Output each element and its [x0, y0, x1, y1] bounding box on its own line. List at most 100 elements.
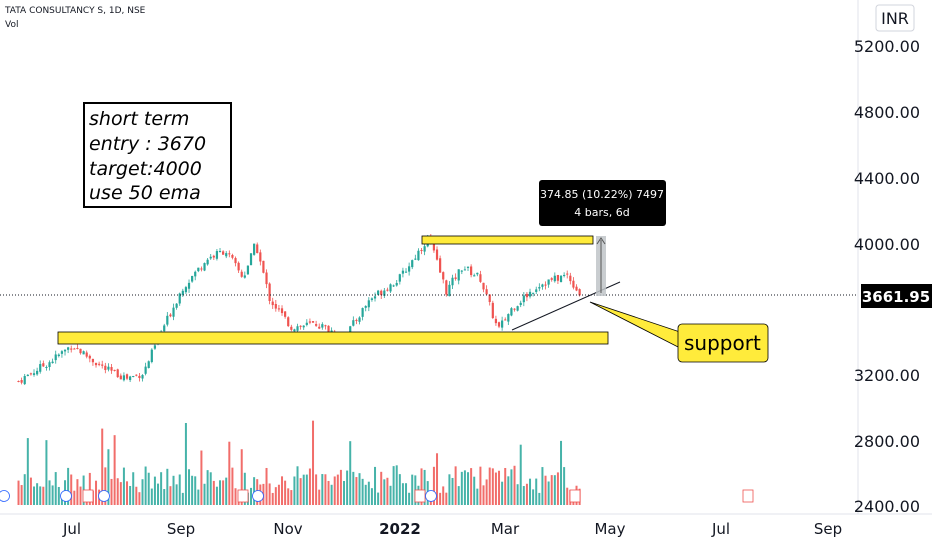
- candle-body: [228, 253, 231, 255]
- resistance-zone-rectangle[interactable]: [421, 235, 594, 245]
- volume-bar: [79, 486, 82, 505]
- plot-area[interactable]: [0, 0, 858, 550]
- candle-body: [296, 326, 299, 331]
- candle-body: [504, 319, 507, 321]
- volume-bar: [206, 470, 209, 505]
- volume-bar: [367, 481, 370, 505]
- candle-body: [253, 243, 256, 255]
- volume-bar: [547, 481, 550, 505]
- volume-bar: [389, 485, 392, 505]
- volume-bar: [361, 478, 364, 505]
- volume-bar: [181, 492, 184, 505]
- volume-bar: [544, 475, 547, 505]
- volume-bar: [318, 489, 321, 505]
- candle-body: [398, 274, 401, 282]
- volume-bar: [132, 472, 135, 505]
- candle-body: [197, 267, 200, 272]
- volume-bar: [76, 479, 79, 505]
- candle-body: [535, 289, 538, 292]
- volume-bar: [401, 483, 404, 505]
- candle-body: [26, 374, 29, 377]
- candle-body: [575, 286, 578, 291]
- candle-body: [349, 326, 352, 336]
- candle-body: [553, 275, 556, 282]
- time-axis[interactable]: Jul Sep Nov 2022 Mar May Jul Sep: [62, 520, 842, 538]
- volume-bar: [296, 466, 299, 505]
- candle-body: [485, 289, 488, 295]
- candle-body: [277, 308, 281, 310]
- currency-badge[interactable]: INR: [875, 4, 915, 32]
- volume-bar: [494, 472, 497, 505]
- candle-body: [191, 275, 194, 282]
- volume-bar: [274, 487, 277, 505]
- candle-body: [315, 324, 318, 326]
- volume-bar: [209, 472, 212, 505]
- candle-body: [144, 366, 147, 374]
- price-axis[interactable]: 5200.00 4800.00 4400.00 4000.00 3200.00 …: [854, 37, 920, 516]
- candle-body: [246, 265, 250, 275]
- volume-bar: [253, 477, 256, 505]
- candle-body: [215, 251, 219, 259]
- candle-body: [578, 289, 581, 296]
- volume-bar: [405, 483, 408, 505]
- volume-bar: [553, 475, 556, 505]
- candle-body: [42, 363, 45, 367]
- volume-bar: [398, 474, 401, 505]
- measure-tooltip: 374.85 (10.22%) 7497 4 bars, 6d: [539, 180, 666, 226]
- candle-body: [454, 277, 457, 279]
- candle-body: [556, 275, 560, 281]
- volume-bar: [473, 476, 476, 505]
- note-line-4: use 50 ema: [89, 182, 201, 204]
- candle-body: [324, 325, 327, 327]
- volume-bar: [457, 486, 460, 505]
- candle-body: [460, 270, 463, 272]
- candle-body: [280, 308, 284, 314]
- candle-body: [321, 324, 324, 328]
- candle-body: [175, 303, 178, 308]
- candle-body: [439, 258, 442, 273]
- volume-bar: [57, 486, 60, 505]
- candle-body: [256, 244, 259, 254]
- earnings-markers[interactable]: [0, 489, 754, 503]
- candle-body: [29, 373, 33, 375]
- candle-body: [457, 269, 460, 281]
- candle-body: [32, 373, 36, 375]
- candle-body: [380, 290, 383, 296]
- support-zone-rectangle[interactable]: [57, 331, 609, 345]
- volume-bar: [501, 481, 504, 505]
- candle-body: [355, 319, 358, 321]
- candle-body: [63, 349, 67, 352]
- candle-body: [172, 307, 175, 317]
- volume-bar: [287, 488, 290, 505]
- candle-body: [48, 362, 51, 368]
- x-tick-label: Nov: [273, 520, 302, 538]
- candle-body: [231, 255, 234, 258]
- dividend-marker: [252, 490, 264, 502]
- volume-bar: [36, 483, 39, 505]
- candle-body: [271, 301, 274, 306]
- x-tick-label: Mar: [491, 520, 520, 538]
- trade-note[interactable]: short term entry : 3670 target:4000 use …: [83, 102, 232, 208]
- candle-body: [305, 322, 308, 325]
- volume-bar: [305, 474, 308, 505]
- dividend-marker: [0, 490, 10, 502]
- volume-bar: [222, 480, 225, 505]
- volume-bar: [333, 476, 336, 505]
- candle-body: [414, 258, 417, 260]
- y-tick-label: 4000.00: [854, 235, 920, 254]
- candle-body: [566, 273, 569, 275]
- candle-body: [497, 322, 501, 327]
- candle-body: [327, 325, 330, 332]
- candle-body: [532, 292, 535, 294]
- candle-body: [352, 320, 355, 326]
- volume-bar: [566, 487, 569, 505]
- volume-bar: [39, 486, 42, 505]
- candle-body: [311, 321, 315, 323]
- candle-body: [448, 284, 451, 297]
- support-callout[interactable]: support: [589, 301, 769, 363]
- candle-body: [122, 375, 126, 381]
- volume-bar: [157, 483, 160, 505]
- volume-bar: [504, 467, 507, 505]
- candle-body: [98, 363, 101, 365]
